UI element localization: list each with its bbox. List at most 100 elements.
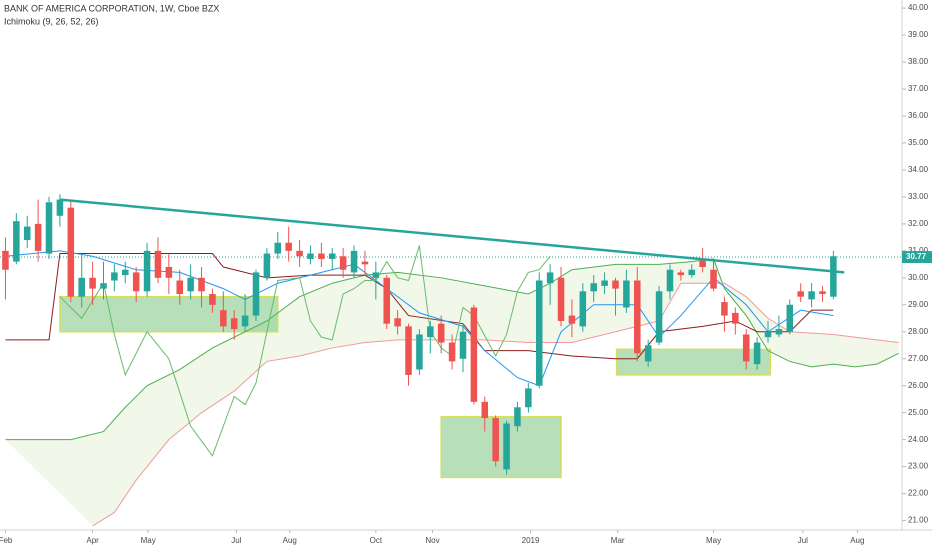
candle-body — [143, 250, 151, 292]
y-tick-label: 24.00 — [908, 435, 929, 444]
candle-body — [568, 315, 576, 324]
candle-body — [590, 283, 597, 292]
candle-body — [252, 272, 260, 316]
candle-body — [764, 331, 772, 338]
x-tick-label: Aug — [283, 536, 297, 545]
candle-body — [732, 312, 739, 324]
candle-body — [644, 345, 652, 362]
last-price-badge — [902, 251, 932, 264]
candle-body — [525, 388, 532, 408]
candle-body — [132, 272, 140, 292]
y-tick-label: 34.00 — [908, 165, 929, 174]
candle-body — [416, 334, 423, 370]
y-tick-label: 38.00 — [908, 57, 929, 66]
candle-body — [405, 326, 412, 375]
candle-body — [307, 253, 314, 259]
candle-body — [241, 315, 249, 327]
y-tick-label: 29.00 — [908, 300, 929, 309]
candle-body — [503, 423, 510, 470]
candle-body — [427, 326, 434, 338]
trendline — [59, 198, 845, 274]
candle-body — [721, 302, 728, 316]
candle-body — [45, 202, 53, 254]
x-tick-label: May — [706, 536, 721, 545]
x-tick-label: Nov — [425, 536, 439, 545]
candle-body — [753, 342, 761, 365]
candle-body — [612, 280, 619, 289]
candle-body — [361, 261, 369, 265]
candle-body — [808, 291, 815, 300]
candle-body — [339, 256, 347, 270]
highlight-box — [440, 415, 562, 479]
candle-body — [448, 342, 456, 362]
candle-body — [601, 280, 608, 286]
candle-body — [699, 258, 706, 268]
y-tick-label: 23.00 — [908, 462, 929, 471]
candle-body — [459, 331, 467, 359]
candle-body — [285, 242, 292, 251]
y-tick-label: 21.00 — [908, 516, 929, 525]
indicator-line — [5, 258, 899, 441]
candle-body — [535, 280, 543, 386]
last-price-label: 30.77 — [906, 252, 927, 261]
candle-body — [557, 277, 565, 321]
candle-body — [786, 304, 794, 332]
candle-body — [775, 329, 783, 335]
indicator-label: Ichimoku (9, 26, 52, 26) — [4, 16, 99, 26]
y-tick-label: 36.00 — [908, 111, 929, 120]
candle-body — [742, 334, 750, 362]
candle-body — [830, 256, 837, 297]
x-tick-label: May — [141, 536, 156, 545]
y-tick-label: 27.00 — [908, 354, 929, 363]
candle-body — [23, 226, 31, 241]
candle-body — [230, 318, 238, 330]
x-tick-label: Mar — [611, 536, 625, 545]
y-tick-label: 35.00 — [908, 138, 929, 147]
y-tick-label: 22.00 — [908, 489, 929, 498]
y-tick-label: 39.00 — [908, 30, 929, 39]
candle-body — [492, 418, 499, 462]
candle-body — [111, 272, 118, 281]
candle-body — [579, 291, 587, 327]
candle-body — [187, 277, 194, 292]
candle-body — [13, 221, 20, 262]
y-tick-label: 28.00 — [908, 327, 929, 336]
x-tick-label: Apr — [86, 536, 99, 545]
y-tick-label: 37.00 — [908, 84, 929, 93]
y-tick-label: 26.00 — [908, 381, 929, 390]
ichimoku-cloud — [5, 258, 899, 526]
candle-body — [350, 250, 358, 273]
candle-body — [514, 407, 521, 427]
candle-body — [470, 307, 478, 402]
candle-body — [688, 269, 696, 276]
candle-body — [263, 253, 271, 278]
plot-area — [0, 194, 902, 527]
y-tick-label: 30.00 — [908, 273, 929, 282]
x-tick-label: Jul — [798, 536, 808, 545]
candle-body — [2, 250, 9, 270]
candle-body — [100, 283, 107, 289]
candle-body — [176, 280, 184, 294]
candle-body — [296, 250, 303, 257]
candle-body — [89, 277, 96, 289]
candle-body — [56, 199, 64, 216]
highlight-box — [59, 295, 279, 333]
candle-body — [655, 291, 663, 343]
x-tick-label: 2019 — [522, 536, 540, 545]
x-tick-label: Aug — [850, 536, 864, 545]
candle-body — [165, 267, 173, 278]
candle-body — [318, 253, 325, 259]
chart-title: BANK OF AMERICA CORPORATION, 1W, Cboe BZ… — [4, 3, 219, 13]
candle-body — [220, 310, 227, 327]
y-tick-label: 32.00 — [908, 219, 929, 228]
x-tick-label: Jul — [231, 536, 241, 545]
candle-body — [481, 401, 489, 419]
y-tick-label: 25.00 — [908, 408, 929, 417]
candle-body — [154, 250, 162, 278]
candle-body — [394, 318, 401, 327]
candle-body — [677, 272, 685, 276]
axes: 21.00 22.00 23.00 24.00 25.00 26.00 27.00 28.00… — [0, 3, 932, 545]
candle-body — [372, 272, 380, 278]
candle-body — [78, 277, 85, 297]
